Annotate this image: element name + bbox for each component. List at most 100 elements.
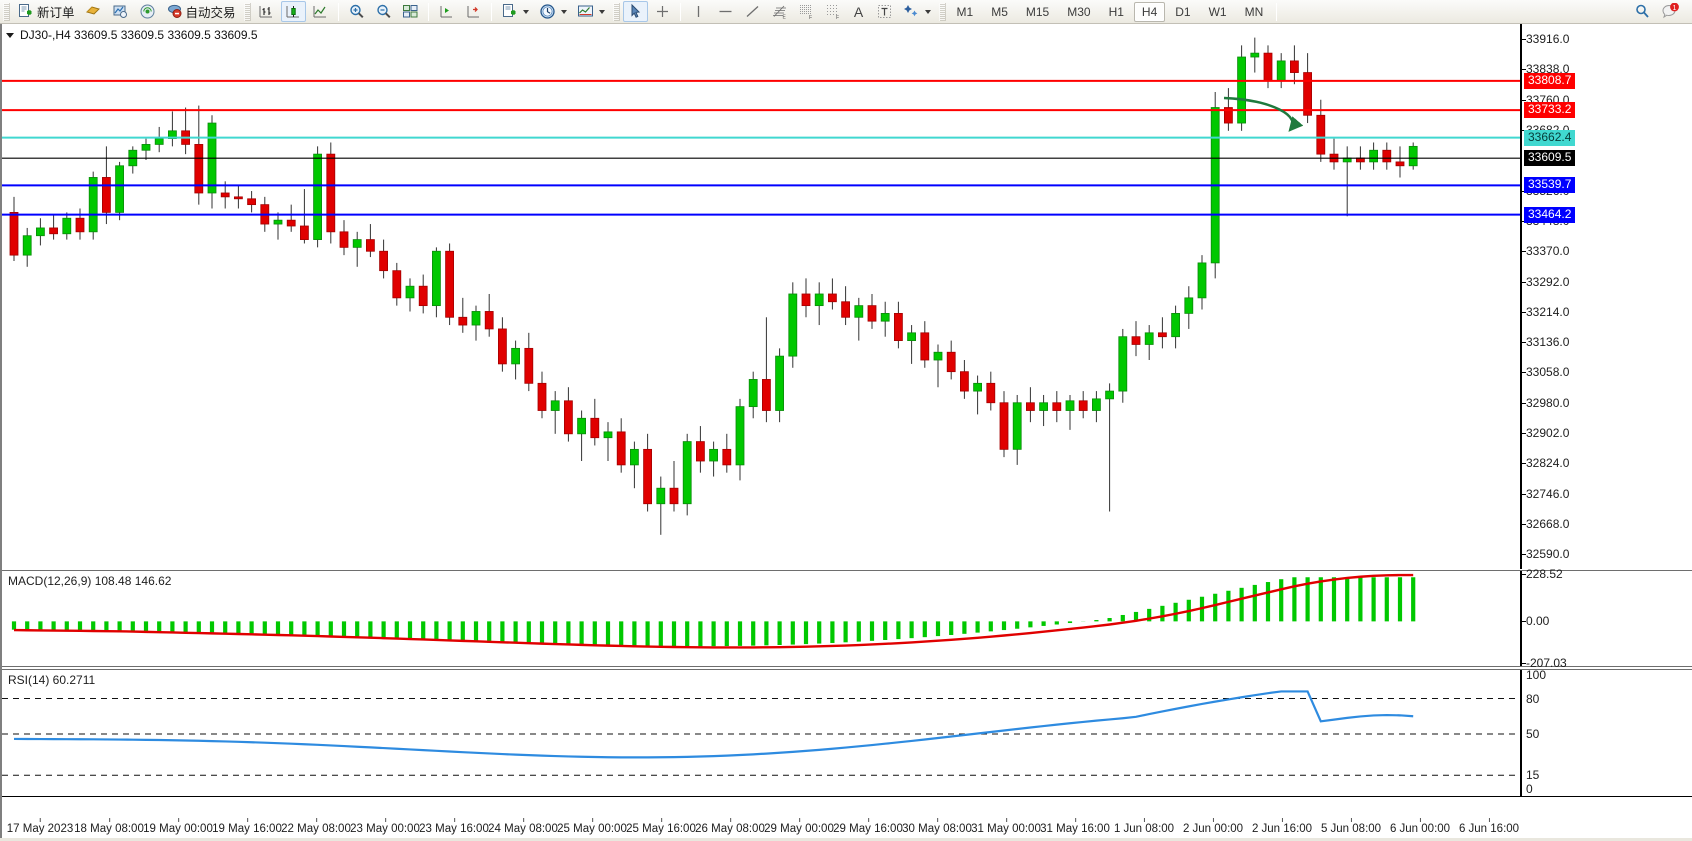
- templates-button[interactable]: [497, 1, 533, 22]
- time-tick: 26 May 08:00: [695, 818, 765, 835]
- price-level-lines: [2, 79, 1520, 216]
- candlestick-style-button[interactable]: [280, 1, 306, 22]
- notification-button[interactable]: 1: [1657, 1, 1684, 22]
- line-chart-style-button[interactable]: [308, 1, 333, 22]
- text-box-icon: [876, 3, 893, 20]
- chevron-down-icon-3[interactable]: [598, 9, 605, 14]
- timeframe-m1[interactable]: M1: [956, 4, 974, 19]
- period-clock-icon: [539, 3, 556, 20]
- data-window-icon: [402, 3, 419, 20]
- timeframe-m30[interactable]: M30: [1067, 4, 1091, 19]
- chart-shift-icon: [438, 3, 455, 20]
- price-level-badge-resistance-2[interactable]: 33733.2: [1524, 102, 1576, 119]
- zoom-out-icon: [375, 3, 392, 20]
- crosshair-button[interactable]: [650, 1, 675, 22]
- macd-pane[interactable]: MACD(12,26,9) 108.48 146.62 228.52 0.00 -2…: [2, 567, 1692, 670]
- time-tick: 6 Jun 16:00: [1458, 818, 1520, 835]
- chevron-down-icon[interactable]: [522, 9, 529, 14]
- macd-label: MACD(12,26,9) 108.48 146.62: [8, 574, 172, 588]
- auto-trading-icon: [166, 3, 183, 20]
- shapes-button[interactable]: [899, 1, 935, 22]
- expert-advisors-button[interactable]: [81, 1, 106, 22]
- cursor-button[interactable]: [622, 1, 648, 22]
- price-level-badge-current-price[interactable]: 33609.5: [1524, 150, 1576, 167]
- period-button[interactable]: [535, 1, 571, 22]
- channel-button[interactable]: F: [794, 1, 819, 22]
- auto-trading-button[interactable]: 自动交易: [162, 1, 240, 22]
- text-label-button[interactable]: A: [848, 1, 870, 22]
- rsi-plot-area[interactable]: [2, 670, 1520, 796]
- time-tick: 23 May 00:00: [350, 818, 420, 835]
- rsi-axis: 100 80 50 15 0: [1520, 667, 1692, 797]
- data-window-button[interactable]: [398, 1, 423, 22]
- price-level-badge-cyan-level[interactable]: 33662.4: [1524, 129, 1576, 146]
- search-button[interactable]: [1630, 1, 1655, 22]
- time-tick: 2 Jun 16:00: [1251, 818, 1313, 835]
- chart-shift-button[interactable]: [434, 1, 459, 22]
- vertical-line-button[interactable]: [686, 1, 711, 22]
- auto-trading-label: 自动交易: [185, 6, 236, 20]
- zoom-in-button[interactable]: [344, 1, 369, 22]
- svg-text:F: F: [809, 15, 812, 20]
- horizontal-line-icon: [717, 3, 734, 20]
- fibonacci-button[interactable]: E: [767, 1, 792, 22]
- main-toolbar: 新订单: [0, 0, 1692, 24]
- timeframe-m15[interactable]: M15: [1025, 4, 1050, 19]
- auto-scroll-icon: [465, 3, 482, 20]
- price-level-badge-resistance-1[interactable]: 33808.7: [1524, 72, 1576, 89]
- text-box-button[interactable]: [872, 1, 897, 22]
- zoom-out-button[interactable]: [371, 1, 396, 22]
- rsi-label: RSI(14) 60.2711: [8, 673, 96, 687]
- timeframe-d1[interactable]: D1: [1175, 4, 1191, 19]
- price-plot-area[interactable]: [2, 24, 1520, 569]
- price-level-badge-support-2[interactable]: 33464.2: [1524, 206, 1576, 223]
- rsi-svg: [2, 690, 1520, 776]
- indicators-button[interactable]: [573, 1, 609, 22]
- rsi-pane[interactable]: RSI(14) 60.2711 100 80 50 15 0: [2, 667, 1692, 797]
- rsi-tick: 0: [1526, 782, 1533, 797]
- bar-chart-style-icon: [258, 3, 275, 20]
- price-pane[interactable]: DJ30-,H4 33609.5 33609.5 33609.5 33609.5…: [2, 24, 1692, 569]
- chart-frame[interactable]: DJ30-,H4 33609.5 33609.5 33609.5 33609.5…: [0, 24, 1692, 819]
- bar-chart-style-button[interactable]: [254, 1, 279, 22]
- search-icon: [1634, 3, 1651, 20]
- timeframe-h4[interactable]: H4: [1133, 1, 1166, 22]
- new-order-button[interactable]: 新订单: [13, 1, 79, 22]
- toolbar-separator-4: [679, 2, 681, 21]
- trendline-button[interactable]: [740, 1, 765, 22]
- cursor-icon: [627, 3, 644, 20]
- timeframe-mn[interactable]: MN: [1244, 4, 1264, 19]
- auto-scroll-button[interactable]: [461, 1, 486, 22]
- chevron-down-icon-2[interactable]: [560, 9, 567, 14]
- channel-button-2[interactable]: F: [821, 1, 846, 22]
- toolbar-grip-4[interactable]: [938, 2, 946, 21]
- price-tick: 32980.0: [1521, 395, 1570, 410]
- candlestick-style-icon: [285, 3, 302, 20]
- rsi-tick: 100: [1526, 667, 1547, 682]
- price-level-badge-support-1[interactable]: 33539.7: [1524, 177, 1576, 194]
- timeframe-w1[interactable]: W1: [1208, 4, 1227, 19]
- toolbar-grip[interactable]: [3, 2, 10, 21]
- toolbar-grip-3[interactable]: [612, 2, 620, 21]
- toolbar-separator-2: [427, 2, 429, 21]
- time-tick: 22 May 08:00: [281, 818, 351, 835]
- fibonacci-icon: E: [771, 3, 788, 20]
- time-tick: 24 May 08:00: [488, 818, 558, 835]
- chevron-down-icon-symbol[interactable]: [6, 32, 14, 38]
- indicators-icon: [577, 3, 594, 20]
- signals-button[interactable]: [135, 1, 160, 22]
- price-axis[interactable]: 33916.033838.033760.033682.033526.033448…: [1520, 24, 1692, 569]
- timeframe-m5[interactable]: M5: [991, 4, 1008, 19]
- time-tick: 6 Jun 00:00: [1389, 818, 1451, 835]
- macd-plot-area[interactable]: [2, 571, 1520, 666]
- status-bar: [0, 838, 1692, 841]
- toolbar-grip-2[interactable]: [243, 2, 251, 21]
- market-watch-button[interactable]: [108, 1, 133, 22]
- shapes-icon: [903, 3, 920, 20]
- chevron-down-icon-4[interactable]: [924, 9, 931, 14]
- rsi-tick: 15: [1526, 768, 1540, 783]
- rsi-tick: 50: [1526, 726, 1540, 741]
- horizontal-line-button[interactable]: [713, 1, 738, 22]
- text-label-icon: A: [853, 3, 864, 20]
- timeframe-h1[interactable]: H1: [1108, 4, 1124, 19]
